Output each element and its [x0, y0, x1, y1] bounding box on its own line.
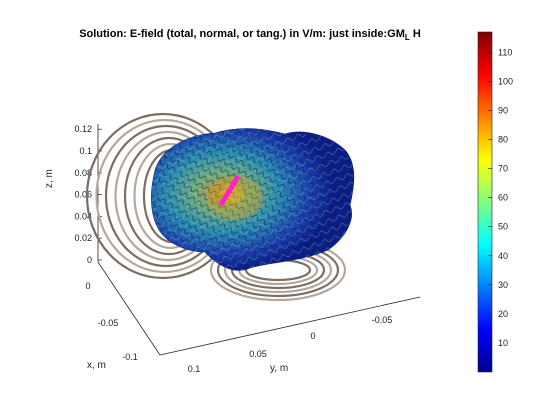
z-tick-label: 0.04 — [74, 211, 92, 221]
y-tick-label: 0.1 — [188, 364, 201, 374]
hot-spot — [207, 176, 263, 220]
x-axis-label: x, m — [87, 360, 106, 371]
colorbar-tick-label: 20 — [498, 309, 508, 319]
x-tick-label: -0.1 — [122, 352, 138, 362]
y-tick-label: -0.05 — [372, 315, 393, 325]
y-axis-line — [159, 296, 421, 356]
colorbar-tick-label: 60 — [498, 193, 508, 203]
z-tick-label: 0.02 — [74, 233, 92, 243]
colorbar-tick-label: 30 — [498, 280, 508, 290]
z-tick-label: 0.06 — [74, 190, 92, 200]
colorbar-tick-label: 80 — [498, 135, 508, 145]
title-subscript: L — [404, 33, 410, 42]
colorbar-tick-label: 70 — [498, 164, 508, 174]
colorbar-tick-label: 10 — [498, 338, 508, 348]
x-tick-label: -0.05 — [98, 318, 119, 328]
z-axis-label: z, m — [44, 169, 55, 188]
y-tick-label: 0 — [310, 331, 315, 341]
colorbar-ticks: 10 20 30 40 50 60 70 80 90 100 110 — [488, 47, 513, 348]
z-tick-label: 0.12 — [74, 124, 92, 134]
y-tick-label: 0.05 — [249, 349, 267, 359]
colorbar-tick-label: 110 — [498, 47, 512, 57]
colorbar-tick-label: 40 — [498, 251, 508, 261]
colorbar-tick-label: 100 — [498, 76, 513, 86]
colorbar-tick-label: 90 — [498, 105, 508, 115]
brain-surface — [151, 128, 355, 271]
colorbar-tick-label: 50 — [498, 222, 508, 232]
x-axis-line — [97, 261, 161, 356]
title-main: Solution: E-field (total, normal, or tan… — [79, 28, 405, 40]
title-tail: H — [412, 28, 421, 40]
z-tick-label: 0.1 — [79, 146, 92, 156]
colorbar — [477, 31, 493, 373]
z-tick-label: 0.08 — [74, 168, 92, 178]
chart-title: Solution: E-field (total, normal, or tan… — [60, 28, 440, 42]
z-tick-label: 0 — [87, 255, 92, 265]
coil-axis-marker — [219, 175, 240, 206]
brain-highlights — [151, 128, 354, 271]
y-axis-label: y, m — [270, 363, 289, 374]
x-tick-label: 0 — [85, 281, 90, 291]
